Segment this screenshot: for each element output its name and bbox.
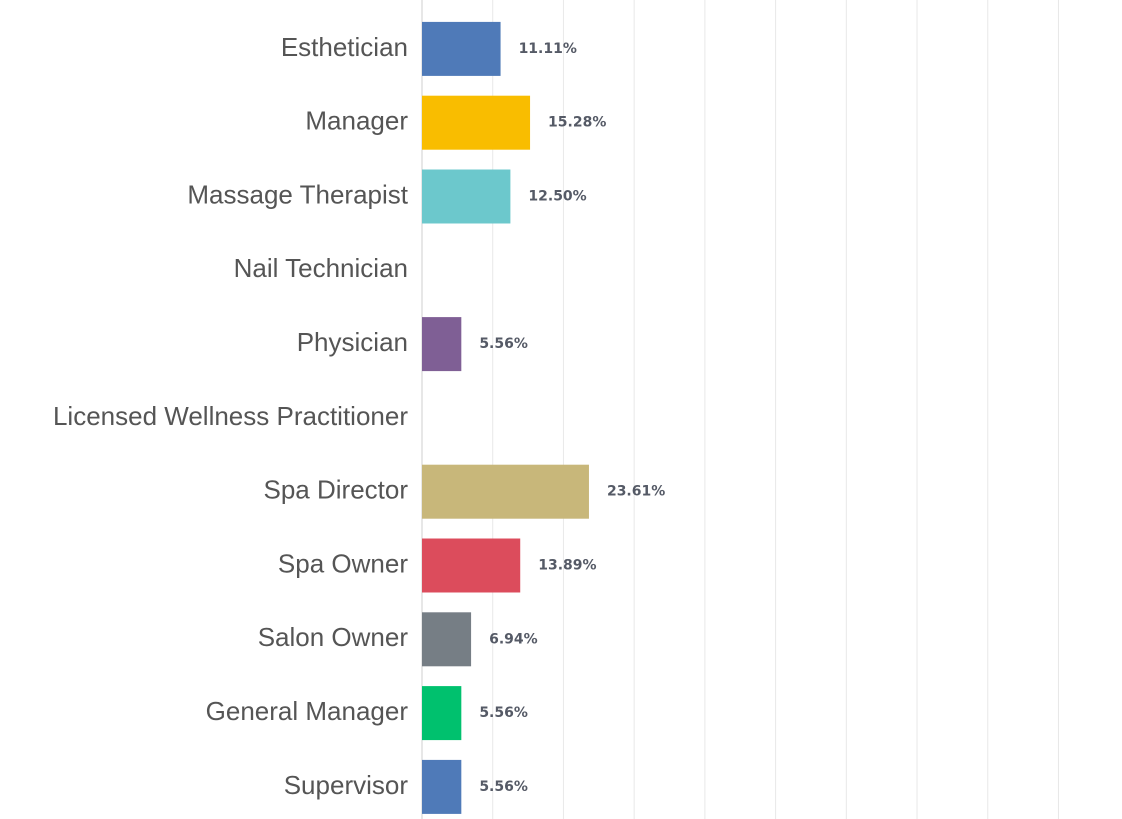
bar: [422, 686, 462, 741]
y-tick-label: Massage Therapist: [187, 179, 408, 209]
y-tick-label: Spa Director: [264, 475, 409, 505]
value-label: 5.56%: [479, 705, 528, 721]
y-tick-label: Salon Owner: [258, 622, 409, 652]
bar: [422, 317, 462, 372]
value-label: 6.94%: [489, 631, 538, 647]
value-label: 23.61%: [607, 484, 665, 500]
y-tick-label: General Manager: [206, 696, 409, 726]
y-tick-label: Esthetician: [281, 32, 408, 62]
y-tick-label: Nail Technician: [234, 253, 408, 283]
bar: [422, 464, 589, 519]
bar: [422, 612, 472, 667]
y-tick-label: Manager: [305, 106, 408, 136]
bar: [422, 759, 462, 814]
value-label: 5.56%: [479, 779, 528, 795]
value-label: 15.28%: [548, 115, 606, 131]
bar: [422, 538, 521, 593]
bar: [422, 169, 511, 224]
y-tick-label: Supervisor: [284, 770, 409, 800]
bar: [422, 95, 531, 150]
value-label: 5.56%: [479, 336, 528, 352]
y-tick-label: Physician: [297, 327, 408, 357]
y-tick-label: Licensed Wellness Practitioner: [53, 401, 408, 431]
value-label: 13.89%: [538, 558, 596, 574]
value-label: 12.50%: [528, 189, 586, 205]
bar: [422, 21, 501, 76]
value-label: 11.11%: [519, 41, 577, 57]
y-tick-label: Spa Owner: [278, 548, 408, 578]
